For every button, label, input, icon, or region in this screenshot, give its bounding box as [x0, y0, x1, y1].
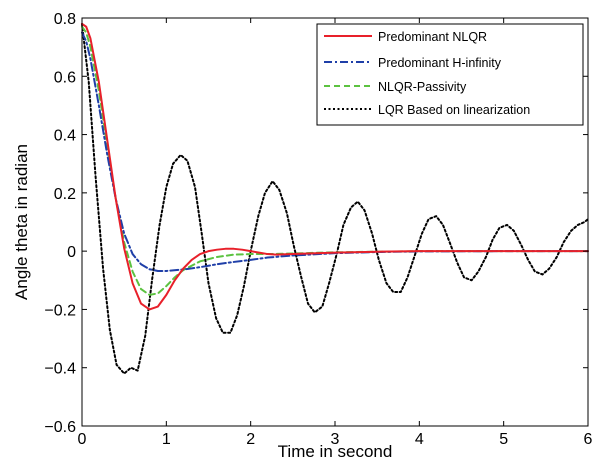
legend-label-predominant-nlqr: Predominant NLQR [378, 30, 487, 44]
x-axis-label: Time in second [278, 442, 393, 461]
x-tick-label: 2 [246, 431, 255, 448]
y-tick-label: 0.2 [54, 186, 76, 203]
x-tick-label: 1 [162, 431, 171, 448]
y-tick-label: −0.2 [44, 302, 76, 319]
series-line-predominant-nlqr [81, 22, 589, 311]
legend-label-predominant-h-infinity: Predominant H-infinity [378, 56, 502, 70]
y-tick-label: 0 [67, 244, 76, 261]
x-tick-label: 0 [78, 431, 87, 448]
y-tick-label: 0.4 [54, 128, 76, 145]
y-tick-label: 0.8 [54, 11, 76, 28]
x-tick-label: 4 [415, 431, 424, 448]
x-tick-label: 5 [499, 431, 508, 448]
x-tick-label: 3 [331, 431, 340, 448]
y-tick-label: −0.4 [44, 361, 76, 378]
y-tick-label: −0.6 [44, 419, 76, 436]
series-layer [81, 22, 589, 375]
y-tick-label: 0.6 [54, 69, 76, 86]
legend-label-lqr-linearization: LQR Based on linearization [378, 103, 530, 117]
x-tick-label: 6 [584, 431, 593, 448]
legend: Predominant NLQR Predominant H-infinity … [316, 23, 584, 126]
legend-label-nlqr-passivity: NLQR-Passivity [378, 80, 467, 94]
ticks-layer: 0 1 2 3 4 5 6 0.8 0.6 0.4 0.2 0 −0.2 −0.4 −0.6 [44, 11, 592, 448]
y-axis-label: Angle theta in radian [12, 144, 31, 300]
